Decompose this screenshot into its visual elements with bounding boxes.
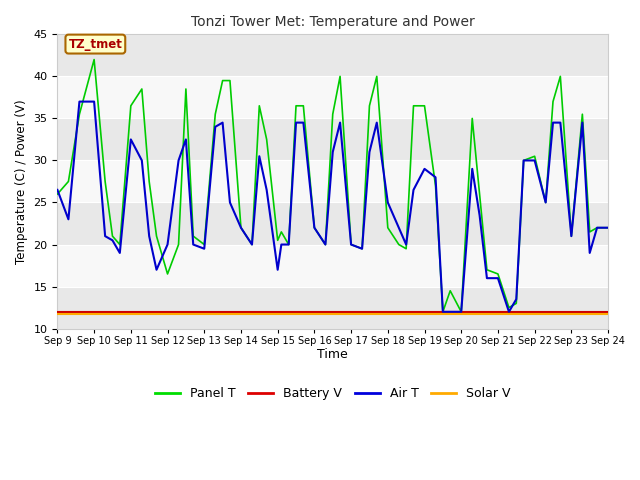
Air T	[263, 187, 271, 193]
Text: TZ_tmet: TZ_tmet	[68, 37, 122, 50]
Air T	[76, 99, 83, 105]
Air T	[358, 246, 366, 252]
Line: Air T: Air T	[58, 102, 608, 312]
Air T	[549, 120, 557, 125]
Line: Panel T: Panel T	[58, 60, 608, 312]
Panel T	[395, 241, 403, 247]
Bar	[58, 244, 608, 287]
X-axis label: Time: Time	[317, 348, 348, 361]
Air T	[54, 187, 61, 193]
Bar	[58, 119, 608, 160]
Bar	[58, 35, 608, 76]
Air T	[182, 136, 189, 142]
Panel T	[182, 86, 189, 92]
Air T	[439, 309, 447, 315]
Air T	[200, 246, 208, 252]
Panel T	[263, 136, 271, 142]
Panel T	[200, 241, 208, 247]
Panel T	[439, 309, 447, 315]
Air T	[604, 225, 612, 230]
Legend: Panel T, Battery V, Air T, Solar V: Panel T, Battery V, Air T, Solar V	[150, 382, 515, 405]
Panel T	[549, 99, 557, 105]
Panel T	[90, 57, 98, 62]
Bar	[58, 203, 608, 244]
Panel T	[54, 191, 61, 197]
Air T	[395, 225, 403, 230]
Panel T	[358, 246, 366, 252]
Y-axis label: Temperature (C) / Power (V): Temperature (C) / Power (V)	[15, 99, 28, 264]
Bar	[58, 287, 608, 329]
Bar	[58, 76, 608, 119]
Panel T	[604, 225, 612, 230]
Bar	[58, 160, 608, 203]
Title: Tonzi Tower Met: Temperature and Power: Tonzi Tower Met: Temperature and Power	[191, 15, 475, 29]
